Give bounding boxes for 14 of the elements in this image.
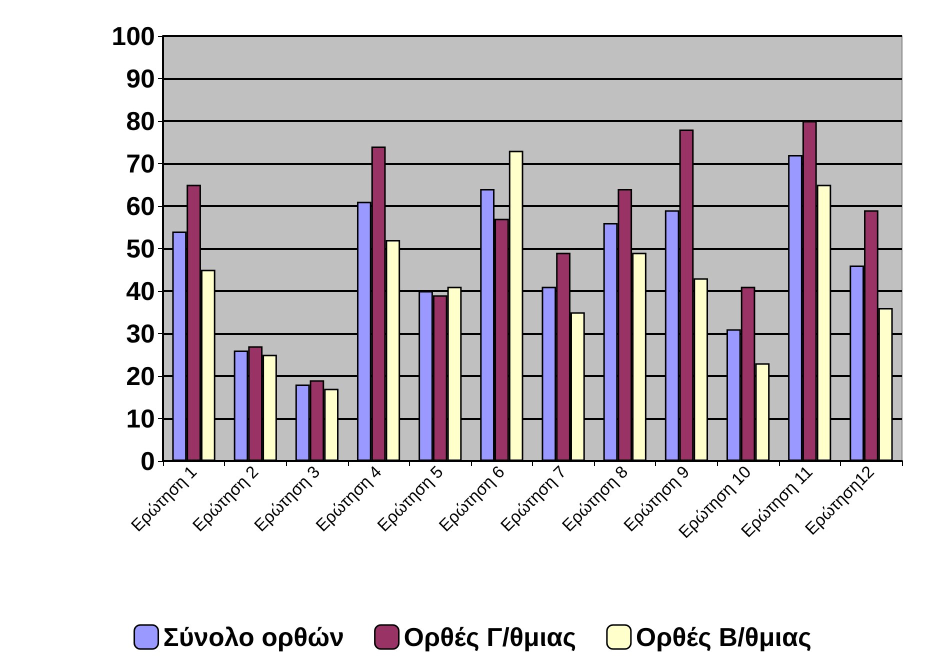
y-tick-label: 100 <box>112 21 155 51</box>
y-tick-label: 20 <box>126 361 155 391</box>
y-tick-label: 90 <box>126 64 155 94</box>
legend-label: Ορθές Β/θμιας <box>636 622 812 652</box>
y-tick-label: 10 <box>126 404 155 434</box>
y-tick-label: 50 <box>126 234 155 264</box>
y-tick-label: 60 <box>126 191 155 221</box>
legend-label: Ορθές Γ/θμιας <box>404 622 576 652</box>
y-tick-label: 70 <box>126 148 155 178</box>
y-tick-label: 0 <box>140 446 155 476</box>
legend-label: Σύνολο ορθών <box>163 622 344 652</box>
y-tick-label: 40 <box>126 276 155 306</box>
y-tick-label: 30 <box>126 318 155 348</box>
y-tick-label: 80 <box>126 106 155 136</box>
